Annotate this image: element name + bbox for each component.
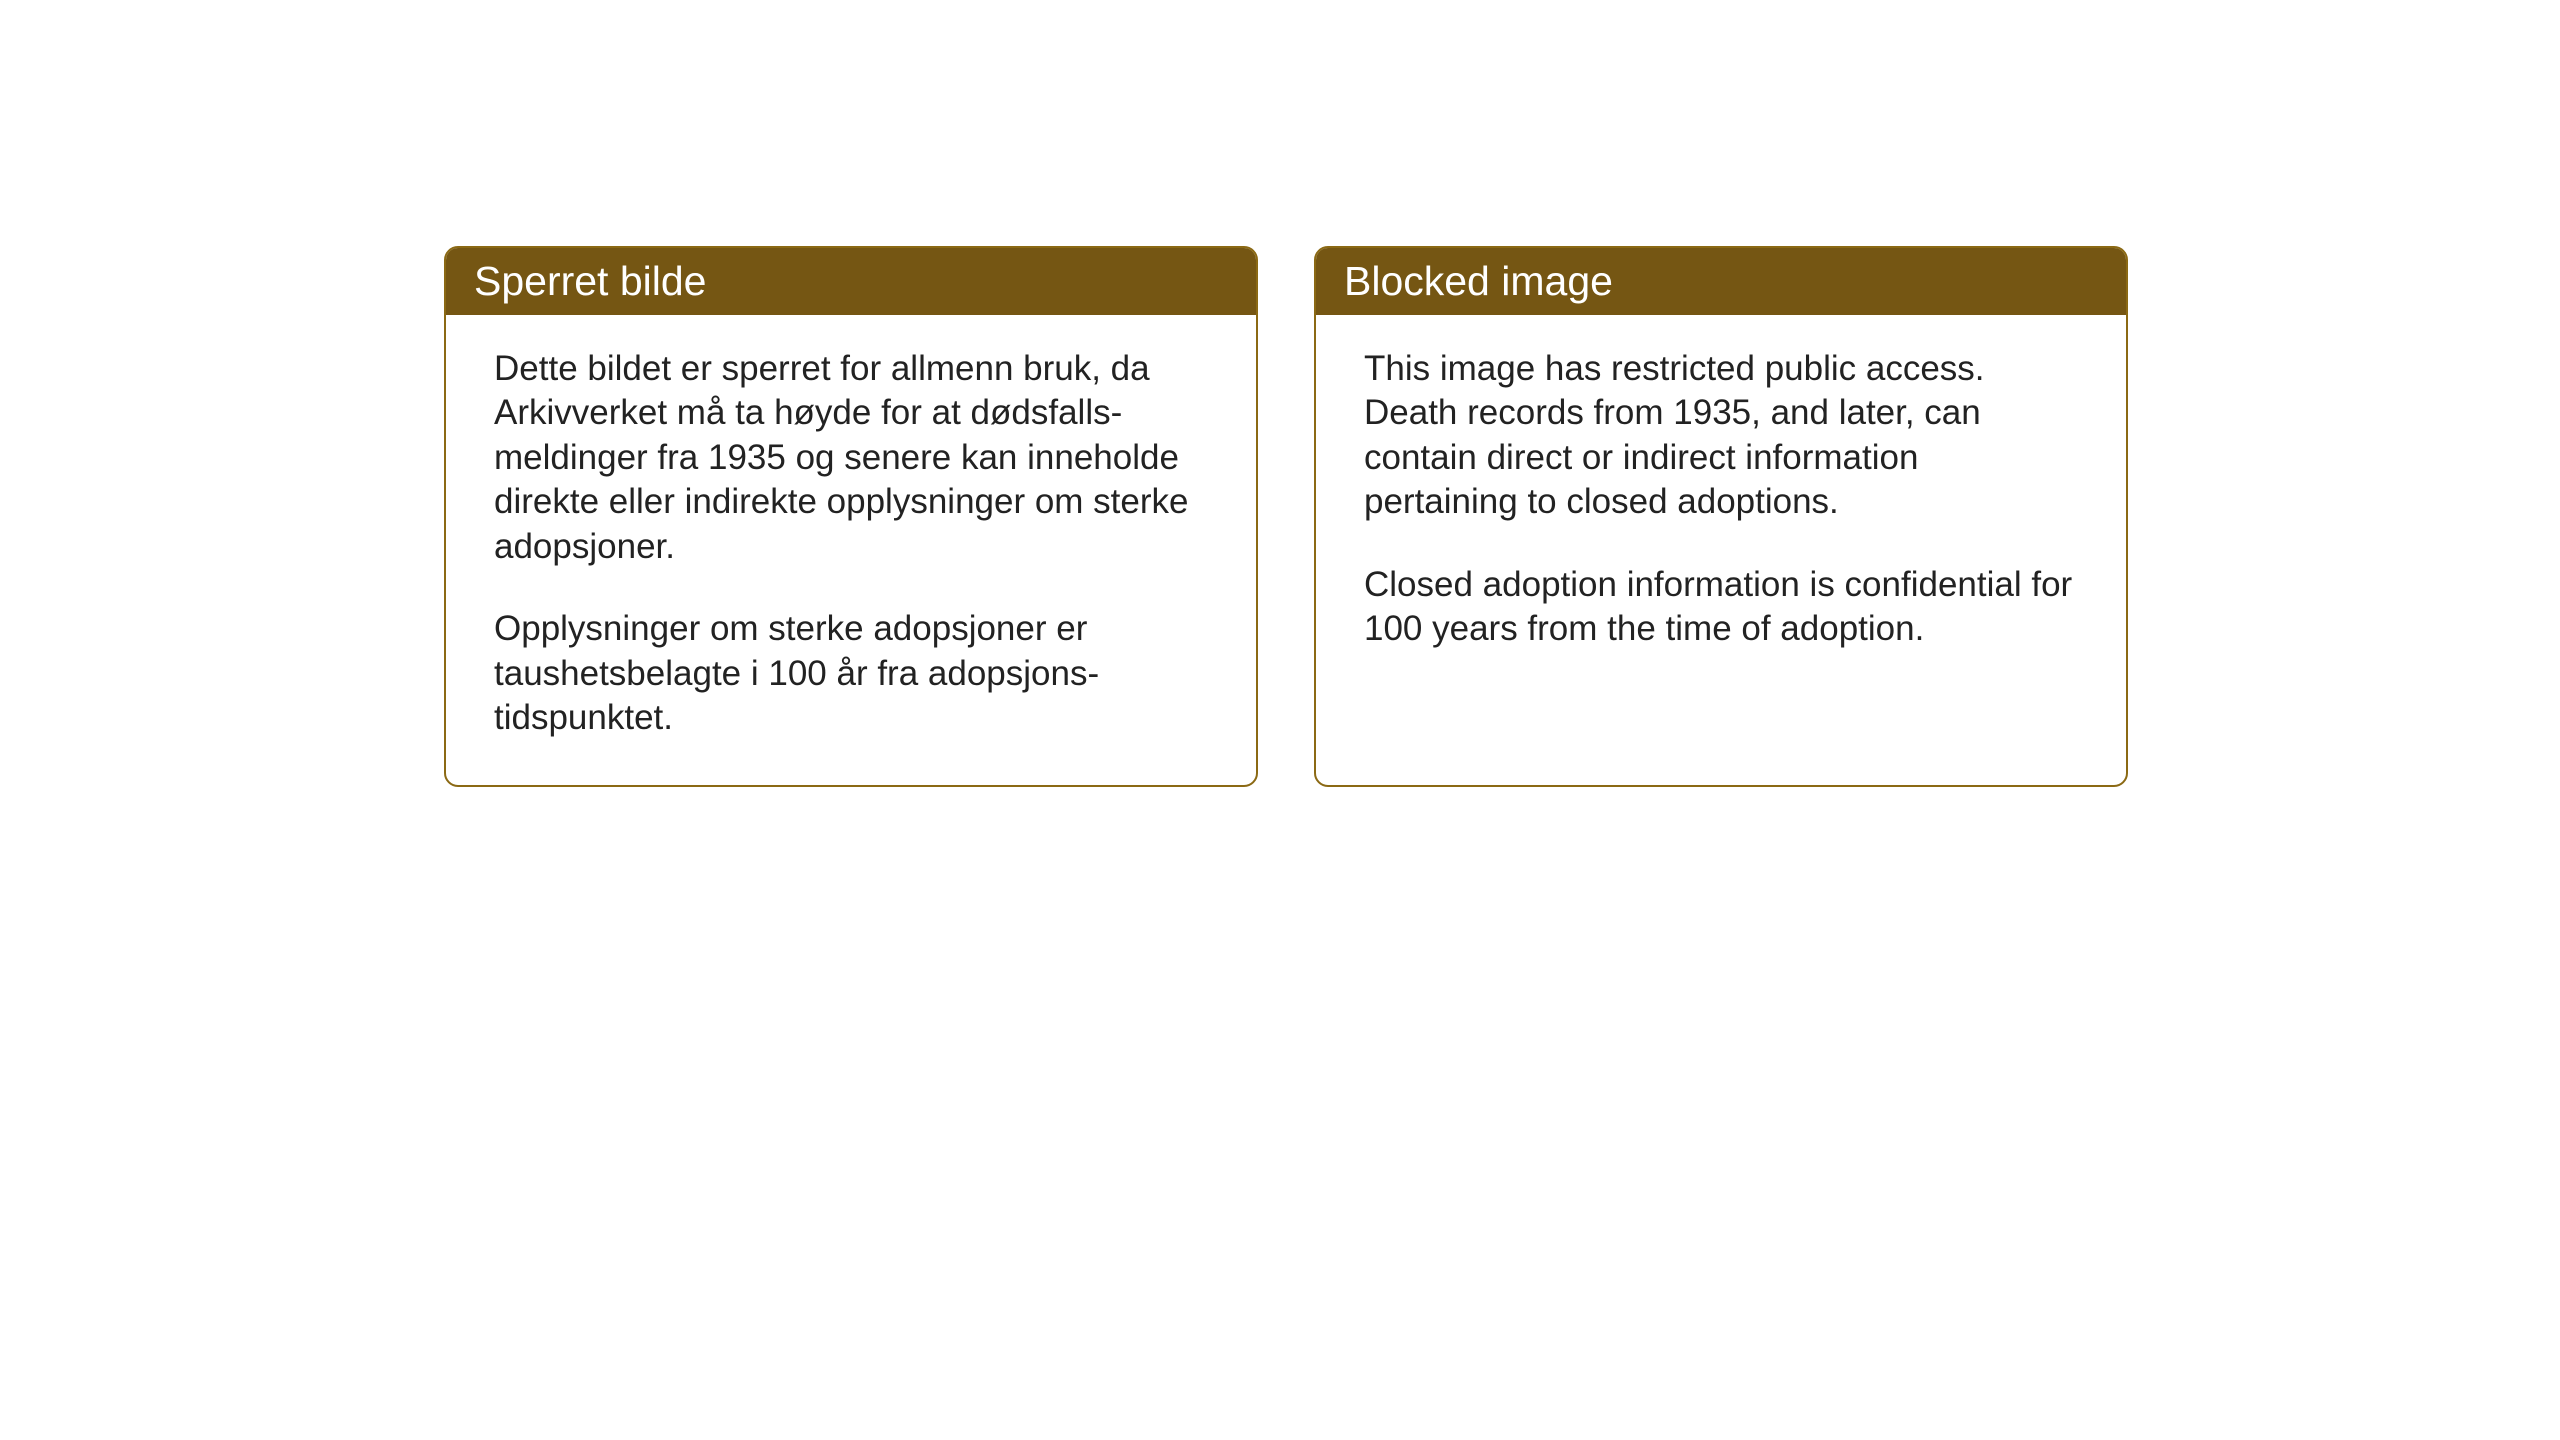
notice-cards-container: Sperret bilde Dette bildet er sperret fo…: [444, 246, 2128, 787]
card-paragraph-1-english: This image has restricted public access.…: [1364, 347, 2078, 525]
card-title-english: Blocked image: [1344, 258, 1613, 304]
card-paragraph-2-norwegian: Opplysninger om sterke adopsjoner er tau…: [494, 607, 1208, 740]
card-paragraph-2-english: Closed adoption information is confident…: [1364, 563, 2078, 652]
card-header-norwegian: Sperret bilde: [446, 248, 1256, 315]
notice-card-norwegian: Sperret bilde Dette bildet er sperret fo…: [444, 246, 1258, 787]
notice-card-english: Blocked image This image has restricted …: [1314, 246, 2128, 787]
card-title-norwegian: Sperret bilde: [474, 258, 706, 304]
card-body-norwegian: Dette bildet er sperret for allmenn bruk…: [446, 315, 1256, 785]
card-body-english: This image has restricted public access.…: [1316, 315, 2126, 696]
card-paragraph-1-norwegian: Dette bildet er sperret for allmenn bruk…: [494, 347, 1208, 569]
card-header-english: Blocked image: [1316, 248, 2126, 315]
